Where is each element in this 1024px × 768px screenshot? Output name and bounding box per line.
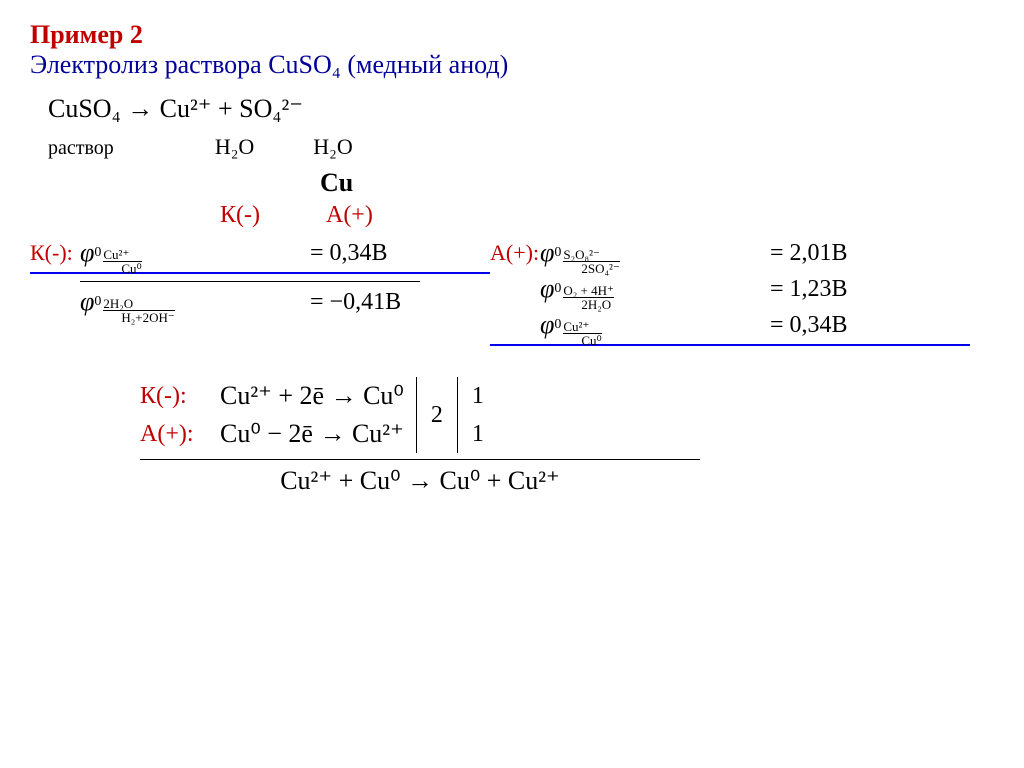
final-equations: К(-): Cu²⁺ + 2ē → Cu⁰ А(+): Cu⁰ − 2ē → C… [140, 377, 994, 496]
anode-label-small: А(+) [326, 202, 373, 228]
coef-mid: 2 [416, 377, 458, 453]
potential-value: = 0,34В [310, 240, 388, 267]
cathode-label-small: К(-) [220, 202, 260, 228]
phi-sub-bot: Cu⁰ [103, 261, 141, 275]
cu-label: Cu [320, 168, 994, 198]
potential-value: = 1,23В [770, 276, 848, 303]
cathode-column: К(-): φ0 Cu²⁺ Cu⁰ = 0,34В φ0 2H₂O H₂+2OH… [30, 235, 490, 349]
final-anode-eq: Cu⁰ − 2ē → Cu²⁺ [220, 415, 404, 453]
cathode-potential-row: К(-): φ0 Cu²⁺ Cu⁰ = 0,34В [30, 238, 490, 274]
phi-sub-bot: 2H₂O [563, 297, 614, 311]
coefficient-bracket: 2 1 1 [416, 377, 498, 453]
potentials-block: К(-): φ0 Cu²⁺ Cu⁰ = 0,34В φ0 2H₂O H₂+2OH… [30, 235, 994, 349]
final-cathode-label: К(-): [140, 383, 220, 410]
potential-value: = 0,34В [770, 312, 848, 339]
anode-potential-row: φ0 Cu²⁺ Cu⁰ = 0,34В [490, 310, 970, 346]
coef-bot: 1 [472, 421, 484, 448]
final-anode-label: А(+): [140, 421, 220, 448]
phi-sub-top: Cu²⁺ [103, 248, 141, 261]
phi-sub-bot: 2SO₄²⁻ [563, 261, 619, 275]
solution-row: раствор H₂O H₂O [48, 134, 994, 160]
separator [80, 281, 420, 282]
sum-equation: Cu²⁺ + Cu⁰ → Cu⁰ + Cu²⁺ [280, 466, 560, 496]
cathode-lead: К(-): [30, 240, 80, 266]
h2o-2: H₂O [313, 134, 352, 159]
anode-potential-row: φ0 O₂ + 4H⁺ 2H₂O = 1,23В [490, 274, 970, 304]
h2o-1: H₂O [215, 134, 254, 159]
electrode-labels: К(-) А(+) [220, 202, 994, 229]
cathode-potential-row: φ0 2H₂O H₂+2OH⁻ = −0,41В [30, 287, 490, 317]
phi-sub-bot: Cu⁰ [563, 333, 601, 347]
example-title: Пример 2 [30, 20, 994, 50]
phi-sub-top: Cu²⁺ [563, 320, 601, 333]
phi-sub-top: S₂O₈²⁻ [563, 248, 619, 261]
anode-column: А(+): φ0 S₂O₈²⁻ 2SO₄²⁻ = 2,01В φ0 O₂ + 4… [490, 235, 970, 349]
anode-lead: А(+): [490, 240, 540, 266]
anode-potential-row: А(+): φ0 S₂O₈²⁻ 2SO₄²⁻ = 2,01В [490, 238, 970, 268]
final-cathode-eq: Cu²⁺ + 2ē → Cu⁰ [220, 377, 404, 415]
sum-equation-row: Cu²⁺ + Cu⁰ → Cu⁰ + Cu²⁺ [140, 459, 700, 496]
dissociation-equation: CuSO₄ → Cu²⁺ + SO₄²⁻ [48, 94, 994, 124]
phi-sub-top: 2H₂O [103, 297, 174, 310]
subtitle: Электролиз раствора CuSO₄ (медный анод) [30, 50, 994, 80]
phi-sub-top: O₂ + 4H⁺ [563, 284, 614, 297]
solution-label: раствор [48, 137, 114, 159]
coef-top: 1 [472, 383, 484, 410]
potential-value: = −0,41В [310, 289, 401, 316]
phi-sub-bot: H₂+2OH⁻ [103, 310, 174, 324]
potential-value: = 2,01В [770, 240, 848, 267]
